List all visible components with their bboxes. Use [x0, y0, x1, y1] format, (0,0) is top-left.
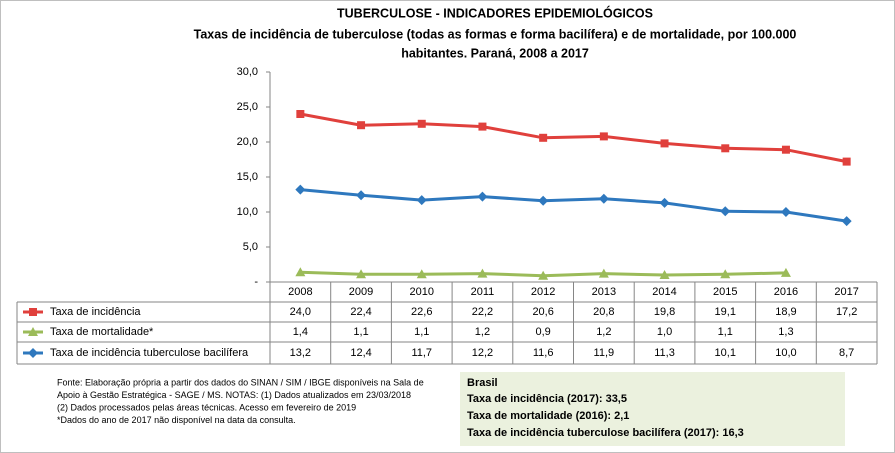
x-tick-label: 2011: [471, 286, 495, 298]
data-point: [660, 139, 669, 148]
y-tick-label: 10,0: [237, 206, 258, 218]
data-point: [780, 207, 791, 217]
x-tick-label: 2015: [713, 286, 737, 298]
table-value: 0,9: [536, 326, 551, 338]
data-point: [598, 193, 609, 204]
data-point: [295, 184, 306, 195]
data-point: [296, 110, 305, 118]
data-point: [538, 195, 549, 206]
table-value: 24,0: [290, 306, 311, 318]
y-tick-label: 5,0: [243, 241, 258, 253]
footnote: *Dados do ano de 2017 não disponível na …: [57, 415, 296, 425]
data-point: [295, 267, 306, 277]
footnote: Apoio à Gestão Estratégica - SAGE / MS. …: [57, 390, 411, 400]
data-point: [598, 268, 609, 278]
data-point: [659, 197, 670, 208]
table-value: 20,8: [593, 306, 614, 318]
table-value: 17,2: [836, 306, 857, 318]
table-value: 18,9: [775, 306, 796, 318]
table-value: 1,1: [353, 326, 368, 338]
y-tick-label: -: [254, 276, 258, 288]
legend-marker: [28, 327, 38, 336]
data-point: [841, 216, 852, 227]
data-point: [477, 268, 488, 278]
table-value: 11,6: [533, 347, 554, 359]
data-point: [842, 157, 851, 166]
table-value: 12,4: [350, 347, 371, 359]
box-line: Taxa de mortalidade (2016): 2,1: [467, 410, 629, 422]
x-tick-label: 2008: [288, 286, 312, 298]
table-value: 1,4: [293, 326, 308, 338]
data-point: [417, 119, 426, 128]
table-value: 10,0: [775, 347, 796, 359]
data-point: [416, 195, 427, 206]
data-point: [599, 132, 608, 141]
x-tick-label: 2013: [592, 286, 616, 298]
table-value: 1,2: [475, 326, 490, 338]
box-title: Brasil: [467, 377, 498, 389]
data-point: [781, 145, 790, 154]
x-tick-label: 2009: [349, 286, 373, 298]
table-value: 19,1: [715, 306, 736, 318]
table-value: 22,4: [350, 306, 371, 318]
box-line: Taxa de incidência (2017): 33,5: [467, 393, 627, 405]
y-tick-label: 25,0: [237, 101, 258, 113]
data-point: [356, 190, 367, 201]
table-value: 1,2: [596, 326, 611, 338]
x-tick-label: 2010: [410, 286, 434, 298]
table-value: 20,6: [532, 306, 553, 318]
chart-title: TUBERCULOSE - INDICADORES EPIDEMIOLÓGICO…: [337, 5, 653, 20]
data-point: [780, 267, 791, 277]
table-value: 10,1: [715, 347, 736, 359]
box-line: Taxa de incidência tuberculose bacilífer…: [467, 427, 744, 439]
table-value: 19,8: [654, 306, 675, 318]
table-value: 11,3: [654, 347, 675, 359]
x-tick-label: 2012: [531, 286, 555, 298]
x-tick-label: 2016: [774, 286, 798, 298]
table-value: 22,6: [411, 306, 432, 318]
x-tick-label: 2017: [834, 286, 858, 298]
legend-marker: [28, 348, 38, 358]
table-value: 1,0: [657, 326, 672, 338]
data-point: [478, 122, 487, 131]
data-point: [720, 206, 731, 217]
summary-box: [460, 372, 845, 446]
series-line: [300, 188, 847, 223]
table-value: 12,2: [472, 347, 493, 359]
data-point: [538, 270, 549, 280]
table-value: 13,2: [290, 347, 311, 359]
footnote: (2) Dados processados pelas áreas técnic…: [57, 402, 356, 412]
x-tick-label: 2014: [652, 286, 676, 298]
y-tick-label: 30,0: [237, 66, 258, 78]
legend-label: Taxa de mortalidade*: [50, 326, 154, 338]
series-line: [300, 112, 847, 164]
table-value: 22,2: [472, 306, 493, 318]
data-point: [416, 269, 427, 279]
table-value: 1,3: [778, 326, 793, 338]
chart-subtitle: Taxas de incidência de tuberculose (toda…: [194, 27, 797, 41]
table-value: 1,1: [718, 326, 733, 338]
legend-label: Taxa de incidência tuberculose bacilífer…: [50, 347, 249, 359]
table-value: 11,9: [594, 347, 615, 359]
data-point: [659, 270, 670, 279]
y-tick-label: 15,0: [237, 171, 258, 183]
table-value: 11,7: [411, 347, 432, 359]
footnote: Fonte: Elaboração própria a partir dos d…: [57, 377, 424, 387]
data-point: [477, 191, 488, 202]
data-point: [356, 269, 367, 279]
legend-label: Taxa de incidência: [50, 306, 141, 318]
table-value: 8,7: [839, 347, 854, 359]
data-point: [720, 269, 731, 279]
data-point: [721, 144, 730, 153]
data-point: [357, 121, 366, 130]
chart-subtitle: habitantes. Paraná, 2008 a 2017: [401, 46, 589, 60]
data-point: [539, 133, 548, 142]
table-value: 1,1: [414, 326, 429, 338]
legend-marker: [29, 308, 37, 316]
y-tick-label: 20,0: [237, 136, 258, 148]
